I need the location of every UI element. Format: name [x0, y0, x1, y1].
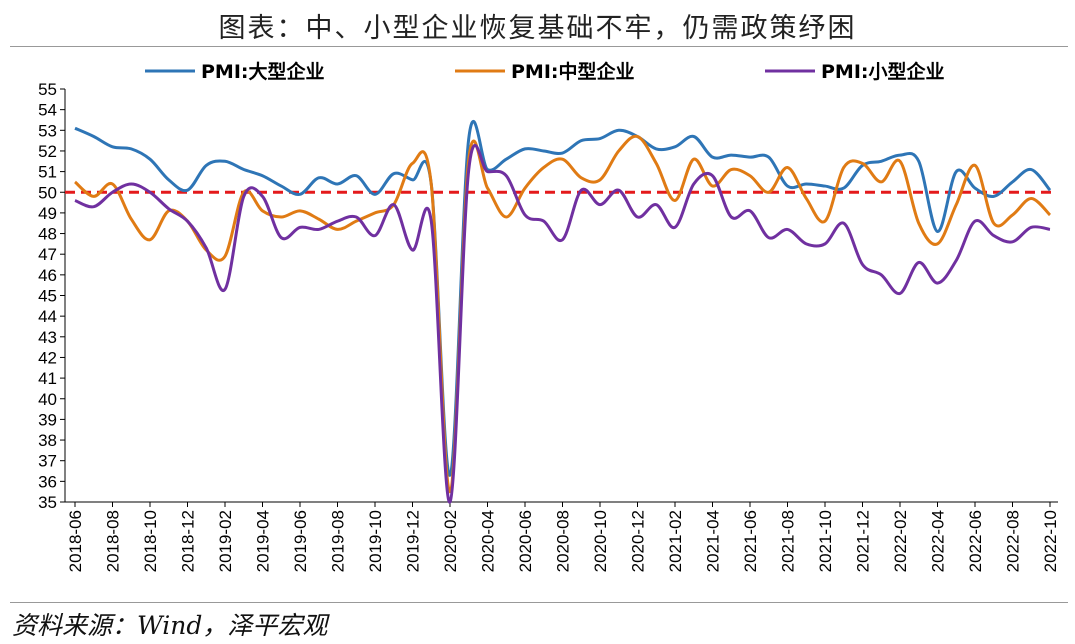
- y-tick-label: 48: [38, 225, 57, 244]
- legend-label-3: PMI:小型企业: [821, 60, 945, 83]
- x-tick-label: 2021-02: [666, 510, 685, 572]
- x-tick-label: 2019-02: [216, 510, 235, 572]
- y-tick-label: 40: [38, 390, 57, 409]
- y-tick-label: 42: [38, 348, 57, 367]
- x-tick-label: 2020-04: [479, 510, 498, 572]
- y-tick-label: 45: [38, 287, 57, 306]
- x-tick-label: 2021-10: [816, 510, 835, 572]
- x-tick-label: 2020-06: [516, 510, 535, 572]
- y-tick-label: 36: [38, 472, 57, 491]
- x-tick-label: 2018-10: [141, 510, 160, 572]
- y-tick-label: 54: [38, 101, 57, 120]
- y-tick-label: 43: [38, 328, 57, 347]
- x-tick-label: 2019-08: [329, 510, 348, 572]
- legend-label-1: PMI:大型企业: [201, 60, 325, 83]
- y-tick-label: 35: [38, 493, 57, 512]
- y-tick-label: 50: [38, 183, 57, 202]
- x-tick-label: 2022-10: [1041, 510, 1060, 572]
- y-tick-label: 41: [38, 369, 57, 388]
- x-tick-label: 2018-06: [66, 510, 85, 572]
- x-tick-label: 2019-04: [254, 510, 273, 572]
- x-tick-label: 2021-08: [779, 510, 798, 572]
- y-tick-label: 55: [38, 80, 57, 99]
- series-line-3: [74, 144, 1051, 504]
- y-tick-label: 44: [38, 307, 57, 326]
- source-note: 资料来源：Wind，泽平宏观: [12, 611, 328, 640]
- y-tick-label: 51: [38, 163, 57, 182]
- y-tick-label: 37: [38, 452, 57, 471]
- x-tick-label: 2018-12: [179, 510, 198, 572]
- x-tick-label: 2022-06: [966, 510, 985, 572]
- x-tick-label: 2020-08: [554, 510, 573, 572]
- x-tick-label: 2019-12: [404, 510, 423, 572]
- series-line-1: [74, 119, 1052, 477]
- x-tick-label: 2019-10: [366, 510, 385, 572]
- x-tick-label: 2020-10: [591, 510, 610, 572]
- chart-title: 图表：中、小型企业恢复基础不牢，仍需政策纾困: [218, 13, 857, 44]
- y-tick-label: 46: [38, 266, 57, 285]
- x-tick-label: 2021-04: [704, 510, 723, 572]
- y-tick-label: 39: [38, 410, 57, 429]
- y-tick-label: 38: [38, 431, 57, 450]
- x-tick-label: 2021-06: [741, 510, 760, 572]
- y-tick-label: 53: [38, 121, 57, 140]
- top-divider: [10, 46, 1068, 47]
- x-tick-label: 2019-06: [291, 510, 310, 572]
- y-tick-label: 47: [38, 245, 57, 264]
- bottom-divider: [10, 602, 1068, 603]
- x-tick-label: 2022-02: [891, 510, 910, 572]
- legend-label-2: PMI:中型企业: [511, 60, 635, 83]
- y-tick-label: 52: [38, 142, 57, 161]
- x-tick-label: 2020-12: [629, 510, 648, 572]
- x-tick-label: 2021-12: [854, 510, 873, 572]
- series-line-2: [74, 134, 1052, 494]
- x-tick-label: 2018-08: [104, 510, 123, 572]
- y-tick-label: 49: [38, 204, 57, 223]
- x-tick-label: 2020-02: [441, 510, 460, 572]
- x-tick-label: 2022-04: [929, 510, 948, 572]
- x-tick-label: 2022-08: [1004, 510, 1023, 572]
